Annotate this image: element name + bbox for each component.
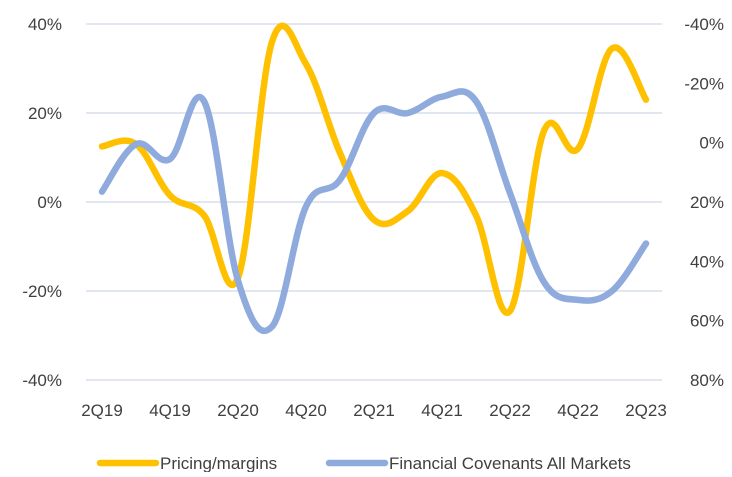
x-axis-tick-label: 2Q20 [217, 401, 259, 420]
left-axis-tick-label: 20% [28, 104, 62, 123]
x-axis-tick-label: 4Q20 [285, 401, 327, 420]
right-axis-tick-label: 40% [690, 252, 724, 271]
series-line-pricing-margins [102, 26, 646, 313]
left-axis-tick-label: 0% [37, 193, 62, 212]
x-axis-tick-label: 4Q19 [149, 401, 191, 420]
right-axis-tick-label: 80% [690, 371, 724, 390]
right-axis-tick-label: 60% [690, 312, 724, 331]
x-axis-tick-label: 2Q23 [625, 401, 667, 420]
right-axis-tick-label: 20% [690, 193, 724, 212]
series-line-financial-covenants [102, 91, 646, 330]
x-axis-tick-label: 4Q22 [557, 401, 599, 420]
x-axis-tick-label: 2Q21 [353, 401, 395, 420]
legend-label: Financial Covenants All Markets [389, 454, 631, 472]
left-axis-tick-label: -40% [22, 371, 62, 390]
left-axis-tick-label: 40% [28, 15, 62, 34]
right-axis-tick-label: -40% [684, 15, 724, 34]
right-axis-tick-label: -20% [684, 74, 724, 93]
x-axis-tick-label: 2Q19 [81, 401, 123, 420]
right-axis-tick-label: 0% [699, 134, 724, 153]
legend-label: Pricing/margins [160, 454, 277, 472]
x-axis-tick-label: 4Q21 [421, 401, 463, 420]
left-axis-tick-label: -20% [22, 282, 62, 301]
x-axis-tick-label: 2Q22 [489, 401, 531, 420]
